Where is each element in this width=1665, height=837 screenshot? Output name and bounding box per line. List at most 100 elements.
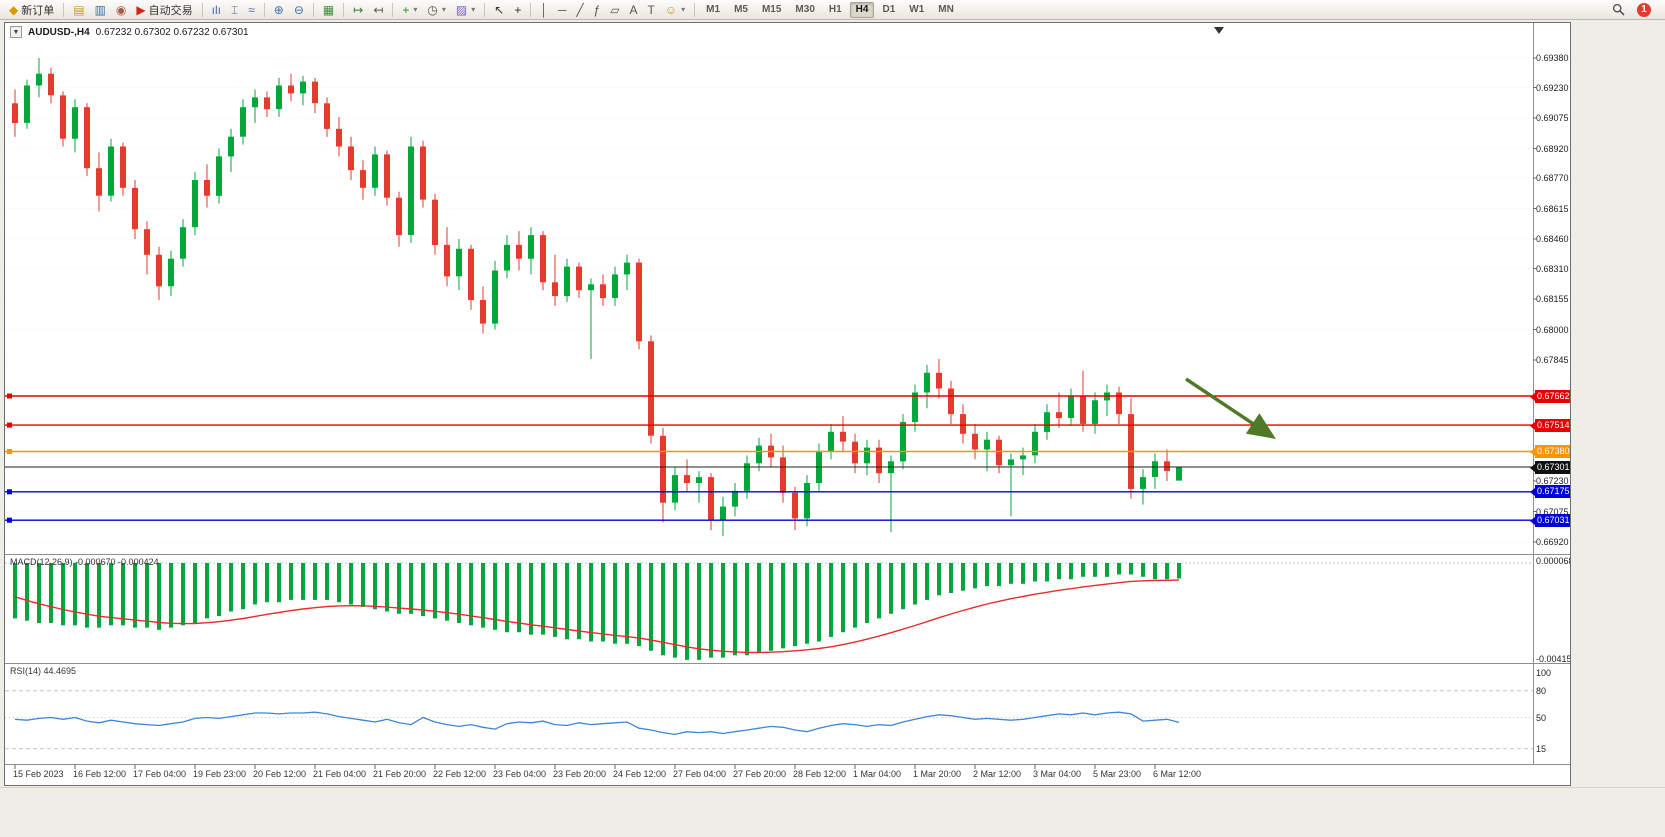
tile-windows-icon: ▦ [322,2,335,17]
new-order-button-label: 新订单 [21,4,55,17]
price-axis-label: 0.69230 [1536,83,1569,93]
text-button[interactable]: A [625,2,643,18]
zoom-in-button[interactable]: ⊕ [269,2,289,18]
search-button[interactable] [1607,2,1630,18]
zoom-out-icon: ⊖ [293,2,304,17]
search-icon [1612,3,1625,16]
shapes-button[interactable]: ▱ [605,2,624,18]
alerts-button[interactable]: ◉ [111,2,131,18]
trendline-button[interactable]: ╱ [571,2,588,18]
vertical-line-button[interactable]: │ [535,2,553,18]
macd-axis-label: -0.004159 [1536,654,1570,664]
templates-icon: ▨ [455,2,468,17]
profiles-icon: ▥ [94,2,106,17]
rsi-label: RSI(14) 44.4695 [10,666,77,676]
arrows-button[interactable]: ☺ ▾ [660,2,690,18]
trend-arrow-annotation[interactable] [1185,377,1276,439]
time-axis-label: 19 Feb 23:00 [193,769,247,779]
line-handle[interactable] [7,422,12,428]
time-axis-label: 16 Feb 12:00 [73,769,127,779]
cursor-button[interactable]: ↖ [489,2,509,18]
timeframe-m30[interactable]: M30 [789,2,820,18]
timeframe-m15[interactable]: M15 [756,2,787,18]
price-axis-label: 0.68460 [1536,234,1569,244]
timeframe-mn[interactable]: MN [932,2,960,18]
toolbar-separator [343,2,345,17]
price-gridlines [5,57,1533,543]
macd-signal-line [14,579,1180,654]
time-axis-label: 1 Mar 04:00 [853,769,902,779]
candlestick-chart-button[interactable]: ⌶ [226,2,243,18]
line-handle[interactable] [7,393,12,399]
time-axis-label: 21 Feb 04:00 [313,769,367,779]
line-chart-button[interactable]: ≈ [243,2,260,18]
time-axis-label: 6 Mar 12:00 [1153,769,1202,779]
price-marker: 0.67175 [1530,485,1570,498]
new-order-button[interactable]: ◆ 新订单 [4,2,59,18]
time-axis-label: 27 Feb 20:00 [733,769,787,779]
timeframe-h1-label: H1 [828,4,842,15]
dropdown-caret-icon: ▾ [681,5,686,14]
autotrading-button[interactable]: ▶ 自动交易 [131,2,197,18]
timeframe-w1[interactable]: W1 [903,2,930,18]
timeframe-h4[interactable]: H4 [849,1,875,18]
chart-shift-button[interactable]: ↤ [368,2,388,18]
timeframe-d1[interactable]: D1 [876,2,901,18]
dropdown-caret-icon: ▾ [441,5,446,14]
horizontal-line-button[interactable]: ─ [553,2,572,18]
chart-canvas[interactable] [5,23,1570,785]
timeframe-h1[interactable]: H1 [823,2,848,18]
bar-chart-icon: ılı [211,2,221,17]
macd-axis-label: 0.000068 [1536,556,1571,566]
notification-badge[interactable]: 1 [1637,2,1651,17]
arrows-icon: ☺ [664,2,678,17]
price-axis-label: 0.67075 [1536,507,1569,517]
timeframe-m1-label: M1 [706,4,721,15]
time-axis-label: 15 Feb 2023 [13,769,64,779]
auto-scroll-button[interactable]: ↦ [348,2,368,18]
crosshair-button[interactable]: + [509,2,526,18]
cursor-icon: ↖ [494,2,505,17]
rsi-axis-label: 50 [1536,713,1547,723]
time-axis-label: 5 Mar 23:00 [1093,769,1142,779]
chart-window[interactable]: ▼ AUDUSD-,H4 0.67232 0.67302 0.67232 0.6… [4,22,1571,786]
autotrading-button-label: 自动交易 [148,4,193,17]
periods-icon: ◷ [427,2,438,17]
symbol-timeframe-label: AUDUSD-,H4 [28,26,90,38]
macd-label: MACD(12,26,9) -0.000670 -0.000424 [10,557,159,567]
price-marker: 0.67031 [1530,514,1570,527]
price-axis-label: 0.69380 [1536,53,1569,63]
line-handle[interactable] [7,449,12,454]
one-click-trading-toggle[interactable]: ▼ [10,26,22,38]
timeframe-m5[interactable]: M5 [728,2,754,18]
tile-windows-button[interactable]: ▦ [318,2,339,18]
rsi-line [14,711,1180,736]
price-axis-label: 0.69075 [1536,113,1569,123]
periods-button[interactable]: ◷ ▾ [422,2,451,18]
time-axis-label: 23 Feb 20:00 [553,769,607,779]
price-marker: 0.67662 [1530,390,1570,403]
toolbar-separator [263,2,265,17]
label-button[interactable]: T [643,2,660,18]
timeframe-w1-label: W1 [909,4,925,15]
candlestick-chart-icon: ⌶ [230,2,239,17]
autotrading-icon: ▶ [136,2,146,17]
zoom-out-button[interactable]: ⊖ [289,2,309,18]
timeframe-d1-label: D1 [882,4,896,15]
line-handle[interactable] [7,489,12,495]
line-chart-icon: ≈ [248,2,255,17]
fibonacci-button[interactable]: ƒ [589,2,606,18]
new-chart-button[interactable]: ▤ [68,2,89,18]
price-axis-label: 0.68920 [1536,144,1569,154]
timeframe-m30-label: M30 [795,4,815,15]
line-handle[interactable] [7,517,12,523]
indicators-button[interactable]: + ▾ [397,2,422,18]
price-axis-label: 0.67845 [1536,355,1569,365]
macd-histogram [13,563,1181,660]
templates-button[interactable]: ▨ ▾ [451,2,480,18]
timeframe-m1[interactable]: M1 [700,2,726,18]
trendline-icon: ╱ [576,2,584,17]
profiles-button[interactable]: ▥ [90,2,111,18]
timeframe-mn-label: MN [938,4,954,15]
bar-chart-button[interactable]: ılı [207,2,226,18]
